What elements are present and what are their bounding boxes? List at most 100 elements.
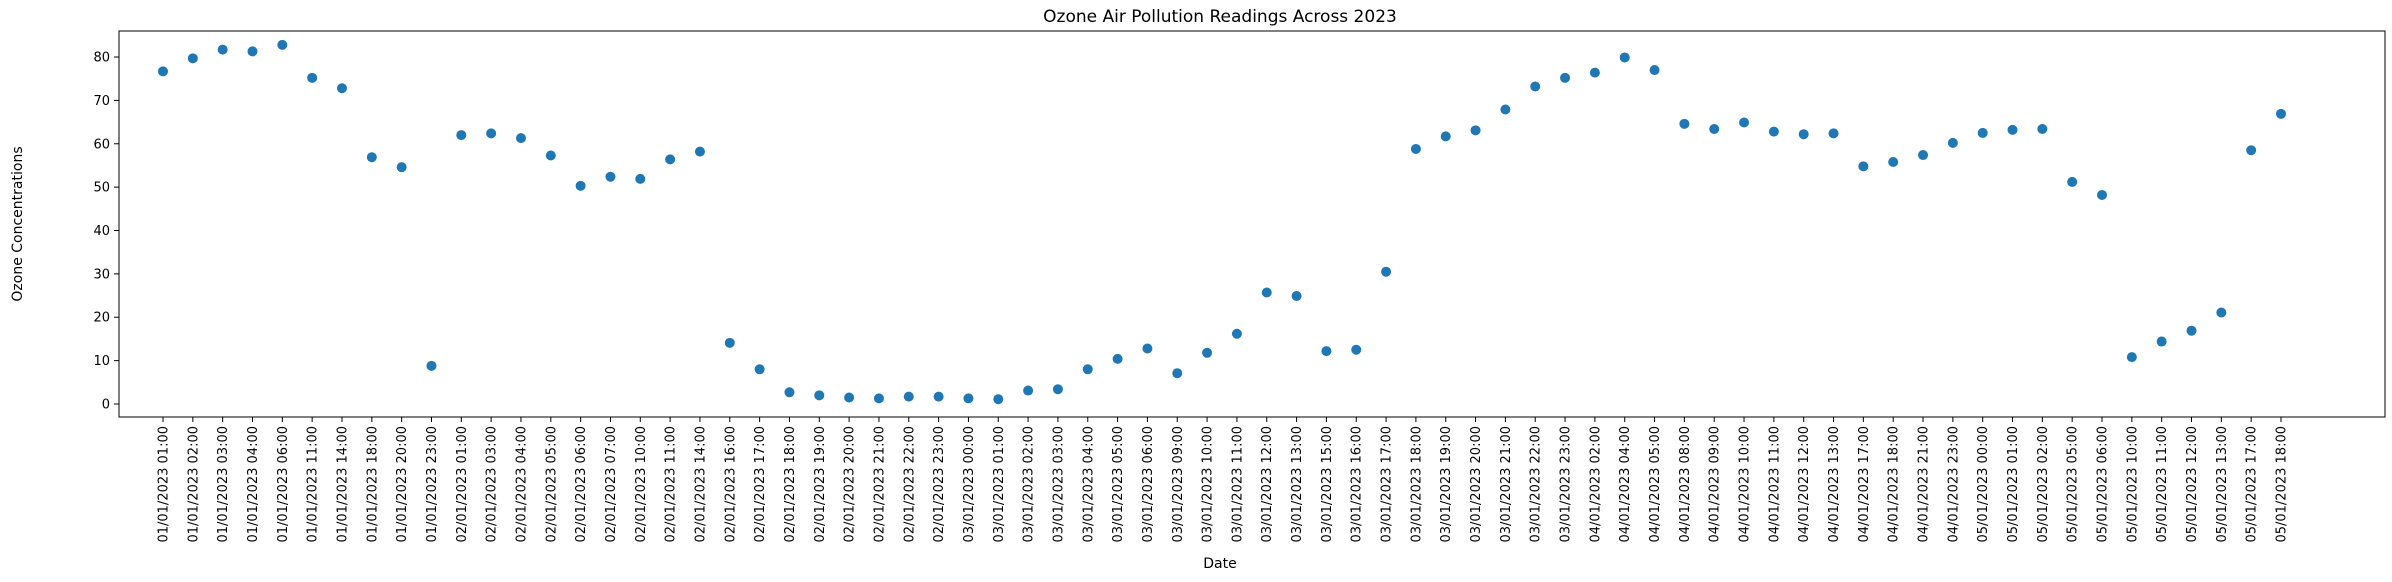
x-tick-label: 03/01/2023 10:00 [1201,426,1216,543]
data-point [1500,104,1511,115]
x-tick-label: 03/01/2023 05:00 [1111,426,1126,543]
x-tick-label: 03/01/2023 20:00 [1469,426,1484,543]
y-tick-label: 20 [93,311,110,326]
data-point [903,391,914,402]
x-tick-label: 02/01/2023 05:00 [544,426,559,543]
data-point [2156,336,2167,347]
x-tick-label: 03/01/2023 22:00 [1529,426,1544,543]
data-point [1918,150,1929,161]
data-point [1052,384,1063,395]
data-point [1977,127,1988,138]
x-tick-label: 05/01/2023 05:00 [2066,426,2081,543]
x-tick-label: 05/01/2023 00:00 [1976,426,1991,543]
x-tick-label: 03/01/2023 12:00 [1260,426,1275,543]
plot-frame [118,30,2386,418]
x-tick-label: 02/01/2023 21:00 [872,426,887,543]
x-tick-label: 03/01/2023 23:00 [1559,426,1574,543]
x-tick-label: 01/01/2023 06:00 [276,426,291,543]
data-point [1142,343,1153,354]
x-tick-label: 02/01/2023 16:00 [723,426,738,543]
data-point [1023,385,1034,396]
chart-title: Ozone Air Pollution Readings Across 2023 [1043,7,1397,27]
x-tick-label: 02/01/2023 20:00 [843,426,858,543]
x-tick-label: 04/01/2023 13:00 [1827,426,1842,543]
x-tick-label: 03/01/2023 04:00 [1081,426,1096,543]
data-point [2186,325,2197,336]
data-point [1351,344,1362,355]
x-tick-label: 05/01/2023 18:00 [2275,426,2290,543]
x-tick-label: 03/01/2023 21:00 [1499,426,1514,543]
data-point [2216,307,2227,318]
x-tick-label: 04/01/2023 11:00 [1767,426,1782,543]
x-tick-label: 04/01/2023 12:00 [1797,426,1812,543]
data-point [2067,176,2078,187]
y-tick-label: 40 [93,224,110,239]
data-point [456,130,467,141]
x-tick-label: 02/01/2023 17:00 [753,426,768,543]
data-point [1470,125,1481,136]
x-tick-label: 03/01/2023 09:00 [1171,426,1186,543]
data-point [814,390,825,401]
data-point [396,162,407,173]
data-point [1321,346,1332,357]
x-tick-label: 03/01/2023 16:00 [1350,426,1365,543]
y-tick-label: 10 [93,354,110,369]
data-point [217,44,228,55]
data-point [1410,143,1421,154]
x-tick-label: 04/01/2023 02:00 [1588,426,1603,543]
x-tick-label: 02/01/2023 23:00 [932,426,947,543]
data-point [1858,161,1869,172]
x-tick-label: 03/01/2023 03:00 [1051,426,1066,543]
x-axis-label: Date [1203,556,1236,572]
data-point [2246,145,2257,156]
x-tick-label: 05/01/2023 11:00 [2155,426,2170,543]
x-tick-label: 04/01/2023 18:00 [1887,426,1902,543]
x-tick-label: 04/01/2023 17:00 [1857,426,1872,543]
x-tick-label: 02/01/2023 06:00 [574,426,589,543]
x-tick-label: 01/01/2023 20:00 [395,426,410,543]
x-tick-label: 02/01/2023 07:00 [604,426,619,543]
x-tick-label: 05/01/2023 02:00 [2036,426,2051,543]
y-tick-label: 0 [102,397,110,412]
y-tick-label: 60 [93,137,110,152]
x-tick-label: 01/01/2023 14:00 [335,426,350,543]
y-tick-label: 70 [93,94,110,109]
x-tick-label: 03/01/2023 18:00 [1409,426,1424,543]
data-point [724,337,735,348]
x-tick-label: 04/01/2023 21:00 [1917,426,1932,543]
data-point [665,154,676,165]
x-tick-label: 02/01/2023 10:00 [634,426,649,543]
x-tick-label: 04/01/2023 23:00 [1946,426,1961,543]
x-tick-label: 05/01/2023 01:00 [2006,426,2021,543]
x-tick-label: 05/01/2023 13:00 [2215,426,2230,543]
data-point [336,83,347,94]
data-point [1768,126,1779,137]
data-point [1649,65,1660,76]
data-point [545,150,556,161]
data-point [1082,364,1093,375]
data-point [694,146,705,157]
data-point [963,393,974,404]
data-point [933,391,944,402]
data-point [277,39,288,50]
data-point [754,364,765,375]
x-tick-label: 01/01/2023 04:00 [246,426,261,543]
data-point [844,392,855,403]
data-point [784,387,795,398]
x-tick-label: 04/01/2023 08:00 [1678,426,1693,543]
x-axis: 01/01/2023 01:00 01/01/2023 02:00 01/01/20… [157,417,2290,543]
data-point [575,180,586,191]
data-point [1947,137,1958,148]
x-tick-label: 02/01/2023 18:00 [783,426,798,543]
data-point [158,66,168,77]
data-point [366,152,377,163]
data-point [1231,328,1242,339]
data-points [158,39,2286,405]
x-tick-label: 04/01/2023 05:00 [1648,426,1663,543]
data-point [1560,72,1571,83]
x-tick-label: 05/01/2023 06:00 [2096,426,2111,543]
data-point [1261,287,1272,298]
y-axis-label: Ozone Concentrations [10,146,26,301]
data-point [993,394,1004,405]
x-tick-label: 02/01/2023 14:00 [693,426,708,543]
